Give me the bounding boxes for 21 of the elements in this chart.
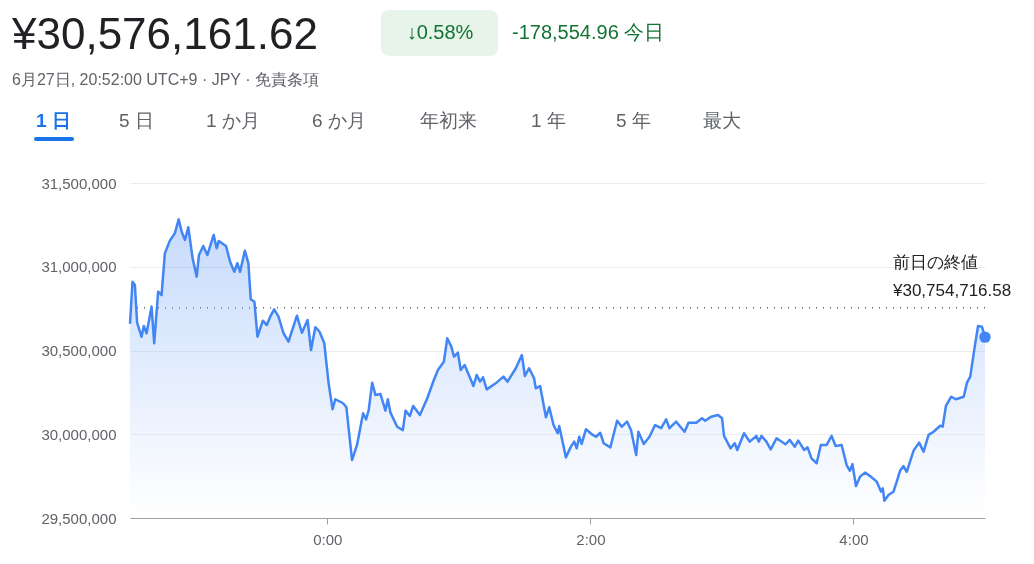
y-tick-label: 30,000,000 <box>41 425 117 443</box>
text: 最大 <box>703 110 741 131</box>
chart-title: ¥30,576,161.62 <box>11 9 318 58</box>
y-tick-label: 31,500,000 <box>41 174 117 192</box>
text: -178,554.96 今日 <box>512 21 665 43</box>
ref-line-label: 前日の終値 ¥30,754,716.58 <box>892 252 1012 300</box>
x-tick-label: 4:00 <box>839 530 869 548</box>
y-tick-label: 31,000,000 <box>41 258 117 276</box>
y-tick-label: 30,500,000 <box>41 342 117 359</box>
text: 6 か月 <box>312 110 366 131</box>
x-tick-label: 0:00 <box>313 530 343 548</box>
y-tick-label: 29,500,000 <box>41 509 117 527</box>
text: 1 日 <box>36 110 71 131</box>
chart-subtitle: 6月27日, 20:52:00 UTC+9 · JPY · 免責条項 <box>12 71 319 88</box>
text: 年初来 <box>420 110 477 131</box>
x-tick-label: 2:00 <box>576 530 606 548</box>
text: ↓0.58% <box>406 21 474 43</box>
text: 5 年 <box>616 110 651 131</box>
text: 5 日 <box>119 110 154 131</box>
text: 1 か月 <box>206 110 260 131</box>
text: 1 年 <box>531 110 566 131</box>
